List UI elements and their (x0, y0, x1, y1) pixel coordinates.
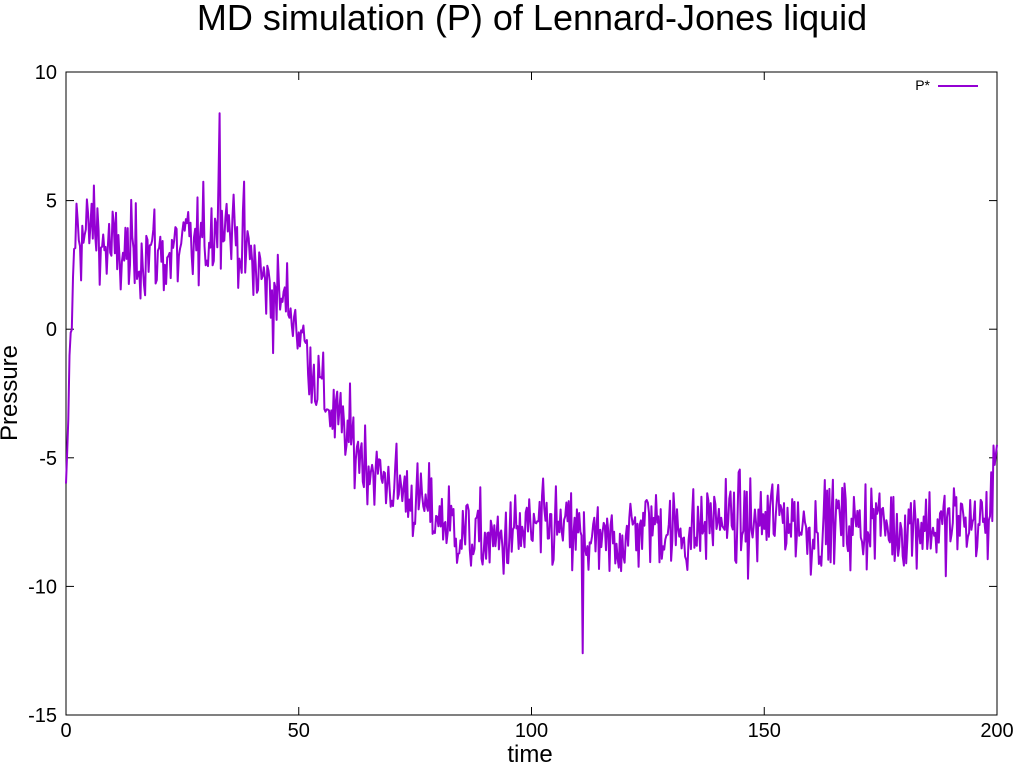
plot-frame (65, 71, 998, 716)
y-tick-label: -15 (28, 705, 57, 727)
x-tick-label: 150 (748, 720, 781, 742)
legend: P* (915, 77, 978, 93)
series-line-p-star (65, 112, 998, 655)
x-axis-title: time (507, 741, 552, 768)
x-axis: 0 50 100 150 200 (60, 72, 1014, 742)
y-axis-title: Pressure (0, 345, 23, 441)
legend-label-p-star: P* (915, 77, 930, 93)
x-tick-label: 100 (515, 720, 548, 742)
y-tick-label: 5 (46, 191, 57, 213)
y-tick-label: -10 (28, 576, 57, 598)
y-tick-label: 0 (46, 319, 57, 341)
x-tick-label: 50 (288, 720, 310, 742)
y-tick-label: -5 (39, 448, 57, 470)
series-layer (65, 112, 998, 655)
x-tick-label: 200 (980, 720, 1013, 742)
x-tick-label: 0 (60, 720, 71, 742)
y-axis: 10 5 0 -5 -10 -15 (28, 62, 997, 727)
y-tick-label: 10 (35, 62, 57, 84)
chart-title: MD simulation (P) of Lennard-Jones liqui… (197, 0, 867, 38)
